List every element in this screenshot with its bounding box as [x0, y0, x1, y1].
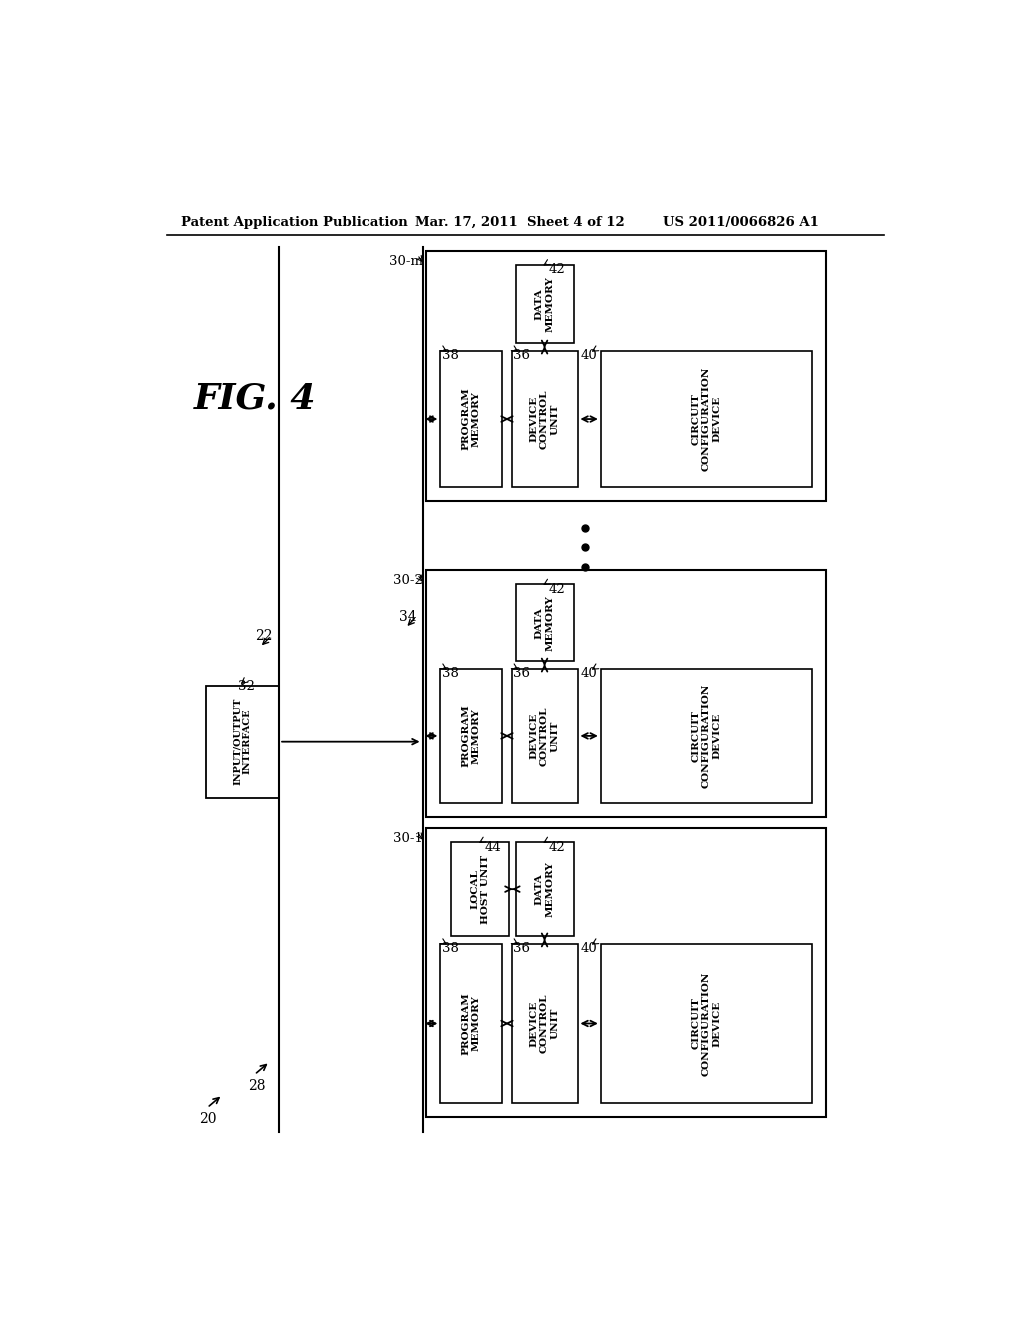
Text: FIG. 4: FIG. 4: [194, 381, 316, 416]
Text: 32: 32: [238, 680, 255, 693]
Bar: [440, 944, 503, 1104]
Text: 22: 22: [255, 628, 273, 643]
Bar: [426, 251, 825, 502]
Bar: [601, 944, 812, 1104]
Text: 40: 40: [581, 942, 597, 956]
Bar: [512, 669, 578, 803]
Text: 38: 38: [442, 942, 459, 956]
Text: 30-2: 30-2: [392, 574, 423, 587]
Text: 36: 36: [513, 942, 530, 956]
Bar: [512, 351, 578, 487]
Text: INPUT/OUTPUT
INTERFACE: INPUT/OUTPUT INTERFACE: [232, 698, 252, 785]
Text: DEVICE
CONTROL
UNIT: DEVICE CONTROL UNIT: [529, 994, 559, 1053]
Text: Patent Application Publication: Patent Application Publication: [180, 216, 408, 230]
Text: 20: 20: [200, 1111, 217, 1126]
Text: 40: 40: [581, 350, 597, 363]
Bar: [440, 669, 503, 803]
Text: DATA
MEMORY: DATA MEMORY: [535, 276, 554, 331]
Text: 36: 36: [513, 350, 530, 363]
Bar: [515, 842, 573, 936]
Text: CIRCUIT
CONFIGURATION
DEVICE: CIRCUIT CONFIGURATION DEVICE: [691, 972, 721, 1076]
Text: 44: 44: [484, 841, 501, 854]
Text: DEVICE
CONTROL
UNIT: DEVICE CONTROL UNIT: [529, 389, 559, 449]
Bar: [515, 585, 573, 661]
Text: LOCAL
HOST UNIT: LOCAL HOST UNIT: [471, 854, 489, 924]
Text: 42: 42: [549, 841, 565, 854]
Bar: [452, 842, 509, 936]
Text: 30-1: 30-1: [392, 832, 423, 845]
Text: US 2011/0066826 A1: US 2011/0066826 A1: [663, 216, 818, 230]
Bar: [426, 829, 825, 1117]
Text: 30-m: 30-m: [388, 255, 423, 268]
Text: DEVICE
CONTROL
UNIT: DEVICE CONTROL UNIT: [529, 706, 559, 766]
Bar: [601, 351, 812, 487]
Text: 36: 36: [513, 668, 530, 680]
Bar: [440, 351, 503, 487]
Text: DATA
MEMORY: DATA MEMORY: [535, 595, 554, 651]
Text: DATA
MEMORY: DATA MEMORY: [535, 861, 554, 917]
Text: 40: 40: [581, 668, 597, 680]
Text: 38: 38: [442, 350, 459, 363]
Text: 42: 42: [549, 263, 565, 276]
Bar: [206, 686, 280, 797]
Text: PROGRAM
MEMORY: PROGRAM MEMORY: [462, 705, 481, 767]
Text: 28: 28: [248, 1078, 265, 1093]
Bar: [512, 944, 578, 1104]
Text: 34: 34: [398, 610, 417, 623]
Text: 42: 42: [549, 582, 565, 595]
Text: 38: 38: [442, 668, 459, 680]
Text: CIRCUIT
CONFIGURATION
DEVICE: CIRCUIT CONFIGURATION DEVICE: [691, 367, 721, 471]
Bar: [515, 264, 573, 343]
Bar: [426, 570, 825, 817]
Text: PROGRAM
MEMORY: PROGRAM MEMORY: [462, 388, 481, 450]
Text: CIRCUIT
CONFIGURATION
DEVICE: CIRCUIT CONFIGURATION DEVICE: [691, 684, 721, 788]
Bar: [601, 669, 812, 803]
Text: Mar. 17, 2011  Sheet 4 of 12: Mar. 17, 2011 Sheet 4 of 12: [415, 216, 625, 230]
Text: PROGRAM
MEMORY: PROGRAM MEMORY: [462, 993, 481, 1055]
